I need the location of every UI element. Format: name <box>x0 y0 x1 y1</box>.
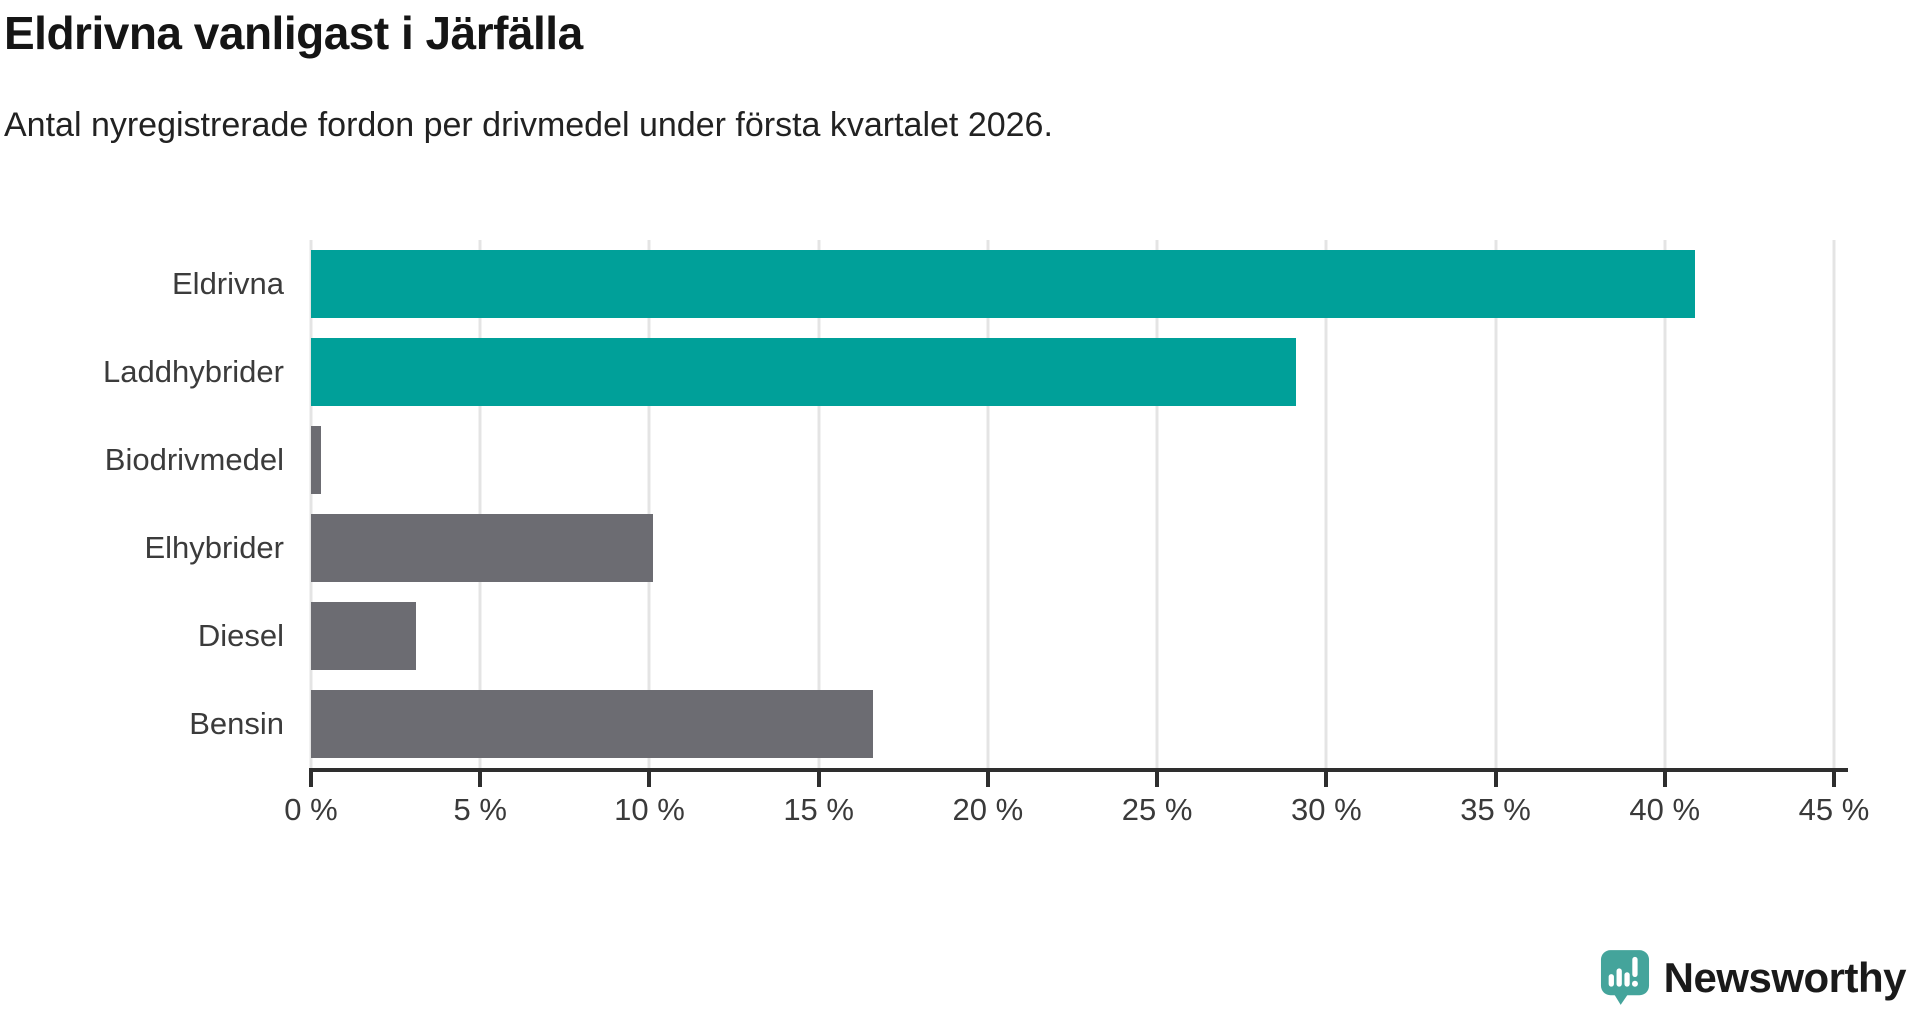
bar-diesel <box>311 602 416 670</box>
bar-elhybrider <box>311 514 653 582</box>
bar-row-diesel <box>311 592 1834 680</box>
x-tick-label-30: 30 % <box>1290 792 1362 827</box>
y-axis-category-labels: Eldrivna Laddhybrider Biodrivmedel Elhybrid… <box>0 240 284 768</box>
gridline-15 <box>817 240 821 768</box>
x-tick-label-0: 0 % <box>284 792 338 827</box>
bar-laddhybrider <box>311 338 1296 406</box>
bar-chart: Eldrivna Laddhybrider Biodrivmedel Elhybrid… <box>0 240 1920 827</box>
category-label-bensin: Bensin <box>189 706 284 741</box>
gridline-45 <box>1832 240 1836 768</box>
x-tick-mark-5 <box>478 770 483 787</box>
category-label-eldrivna: Eldrivna <box>172 266 284 301</box>
gridline-20 <box>986 240 990 768</box>
x-tick-label-20: 20 % <box>952 792 1024 827</box>
category-label-laddhybrider: Laddhybrider <box>103 354 284 389</box>
chart-subtitle: Antal nyregistrerade fordon per drivmede… <box>4 106 1053 144</box>
x-tick-label-35: 35 % <box>1460 792 1531 827</box>
x-tick-mark-30 <box>1324 770 1329 787</box>
bar-row-eldrivna <box>311 240 1834 328</box>
x-tick-mark-10 <box>647 770 652 787</box>
x-tick-mark-0 <box>309 770 313 787</box>
gridline-40 <box>1663 240 1667 768</box>
bar-biodrivmedel <box>311 426 322 494</box>
x-tick-label-10: 10 % <box>614 792 685 827</box>
bar-row-biodrivmedel <box>311 416 1834 504</box>
x-tick-mark-15 <box>816 770 821 787</box>
category-label-biodrivmedel: Biodrivmedel <box>104 442 284 477</box>
newsworthy-branding: Newsworthy <box>1600 949 1907 1006</box>
x-tick-mark-20 <box>985 770 990 787</box>
x-tick-label-45: 45 % <box>1798 792 1870 827</box>
bar-rows <box>311 240 1834 768</box>
newsworthy-bubble-barchart-icon <box>1600 950 1649 1005</box>
bar-row-elhybrider <box>311 504 1834 592</box>
category-label-diesel: Diesel <box>197 618 284 653</box>
x-tick-label-40: 40 % <box>1629 792 1701 827</box>
category-label-elhybrider: Elhybrider <box>144 530 284 565</box>
bar-row-bensin <box>311 680 1834 768</box>
newsworthy-wordmark: Newsworthy <box>1663 953 1907 1001</box>
gridline-25 <box>1155 240 1159 768</box>
x-tick-mark-40 <box>1662 770 1667 787</box>
x-tick-mark-45 <box>1832 770 1836 787</box>
x-tick-mark-35 <box>1493 770 1498 787</box>
x-tick-mark-25 <box>1155 770 1160 787</box>
gridline-5 <box>478 240 482 768</box>
x-tick-label-15: 15 % <box>783 792 854 827</box>
x-tick-label-5: 5 % <box>453 792 507 827</box>
gridline-0 <box>309 240 313 768</box>
gridline-35 <box>1494 240 1498 768</box>
bar-row-laddhybrider <box>311 328 1834 416</box>
gridline-30 <box>1324 240 1328 768</box>
x-axis-line <box>309 768 1848 772</box>
gridline-10 <box>647 240 651 768</box>
bar-bensin <box>311 690 873 758</box>
plot-area: 0 % 5 % 10 % 15 % 20 % 25 % 30 % 35 % 40 % 45 % <box>284 240 1869 827</box>
chart-title: Eldrivna vanligast i Järfälla <box>4 7 583 59</box>
bar-eldrivna <box>311 250 1696 318</box>
x-tick-label-25: 25 % <box>1121 792 1193 827</box>
